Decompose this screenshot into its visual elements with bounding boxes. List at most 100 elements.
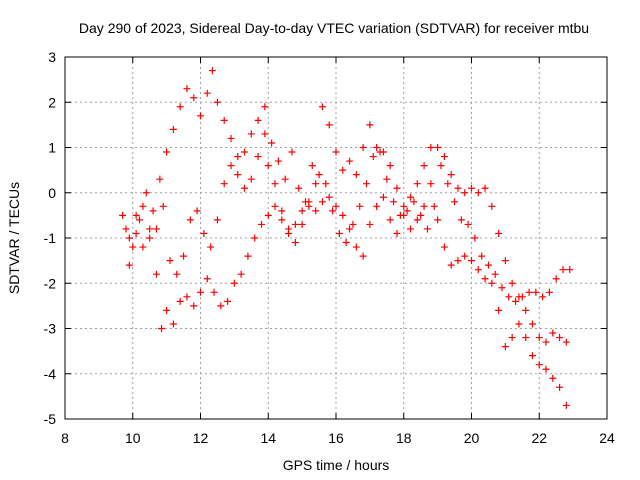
data-point	[362, 180, 370, 188]
y-tick-label: -2	[44, 275, 57, 291]
data-point	[254, 153, 262, 161]
data-point	[390, 198, 398, 206]
data-point	[220, 180, 228, 188]
data-point	[532, 288, 540, 296]
data-point	[302, 198, 310, 206]
data-point	[146, 225, 154, 233]
data-point	[396, 211, 404, 219]
data-point	[217, 302, 225, 310]
data-point	[261, 130, 269, 138]
data-point	[241, 184, 249, 192]
data-point	[213, 216, 221, 224]
y-tick-label: 3	[48, 49, 56, 65]
data-point	[281, 175, 289, 183]
data-point	[119, 211, 127, 219]
data-point	[210, 288, 218, 296]
data-point	[535, 361, 543, 369]
data-point	[552, 275, 560, 283]
data-point	[359, 252, 367, 260]
data-point	[505, 293, 513, 301]
data-point	[491, 270, 499, 278]
data-point	[495, 229, 503, 237]
data-point	[203, 275, 211, 283]
data-point	[461, 189, 469, 197]
data-point	[393, 229, 401, 237]
data-point	[542, 365, 550, 373]
data-point	[481, 275, 489, 283]
data-point	[525, 288, 533, 296]
x-tick-label: 10	[125, 430, 141, 446]
data-point	[180, 252, 188, 260]
data-point	[295, 184, 303, 192]
data-point	[454, 184, 462, 192]
data-point	[332, 148, 340, 156]
data-point	[291, 239, 299, 247]
data-point	[342, 239, 350, 247]
data-point	[528, 352, 536, 360]
data-point	[339, 211, 347, 219]
data-point	[251, 234, 259, 242]
data-point	[535, 334, 543, 342]
data-point	[125, 234, 133, 242]
data-point	[308, 162, 316, 170]
data-point	[339, 166, 347, 174]
data-point	[373, 144, 381, 151]
data-point	[420, 202, 428, 210]
data-point	[373, 202, 381, 210]
data-point	[156, 175, 164, 183]
y-axis-label: SDTVAR / TECUs	[6, 182, 22, 294]
data-point	[152, 270, 160, 278]
axis-ticks	[64, 56, 608, 420]
data-point	[257, 220, 265, 228]
data-point	[298, 207, 306, 215]
data-point	[186, 216, 194, 224]
data-point	[383, 175, 391, 183]
data-point	[440, 153, 448, 161]
data-point	[461, 252, 469, 260]
data-point	[484, 261, 492, 269]
y-tick-label: 0	[48, 185, 56, 201]
data-point	[207, 243, 215, 251]
data-point	[152, 225, 160, 233]
data-point	[169, 320, 177, 328]
data-point	[349, 220, 357, 228]
data-point	[522, 306, 530, 314]
data-point	[508, 279, 516, 287]
data-point	[366, 121, 374, 129]
data-point	[230, 279, 238, 287]
data-point	[329, 207, 337, 215]
data-point	[481, 184, 489, 192]
data-point	[298, 220, 306, 228]
data-point	[318, 103, 326, 111]
data-point	[366, 220, 374, 228]
data-point	[237, 270, 245, 278]
data-point	[288, 148, 296, 156]
data-point	[146, 234, 154, 242]
data-point	[407, 193, 415, 201]
data-point	[413, 216, 421, 224]
data-point	[407, 225, 415, 233]
data-point	[139, 202, 147, 210]
data-point	[132, 229, 140, 237]
data-point	[241, 148, 249, 156]
data-point	[325, 121, 333, 129]
data-point	[474, 266, 482, 274]
data-point	[234, 171, 242, 179]
y-tick-label: -4	[44, 366, 57, 382]
data-point	[559, 266, 567, 274]
data-point	[322, 180, 330, 188]
data-point	[369, 153, 377, 161]
data-point	[158, 325, 166, 332]
data-point	[488, 279, 496, 287]
data-point	[468, 184, 475, 192]
data-point	[176, 297, 184, 305]
data-point	[549, 374, 557, 382]
data-point	[132, 211, 140, 219]
data-point	[129, 243, 137, 251]
data-point	[386, 162, 394, 170]
data-point	[495, 306, 503, 314]
data-point	[125, 261, 133, 269]
data-point	[528, 320, 536, 328]
data-point	[512, 297, 520, 305]
